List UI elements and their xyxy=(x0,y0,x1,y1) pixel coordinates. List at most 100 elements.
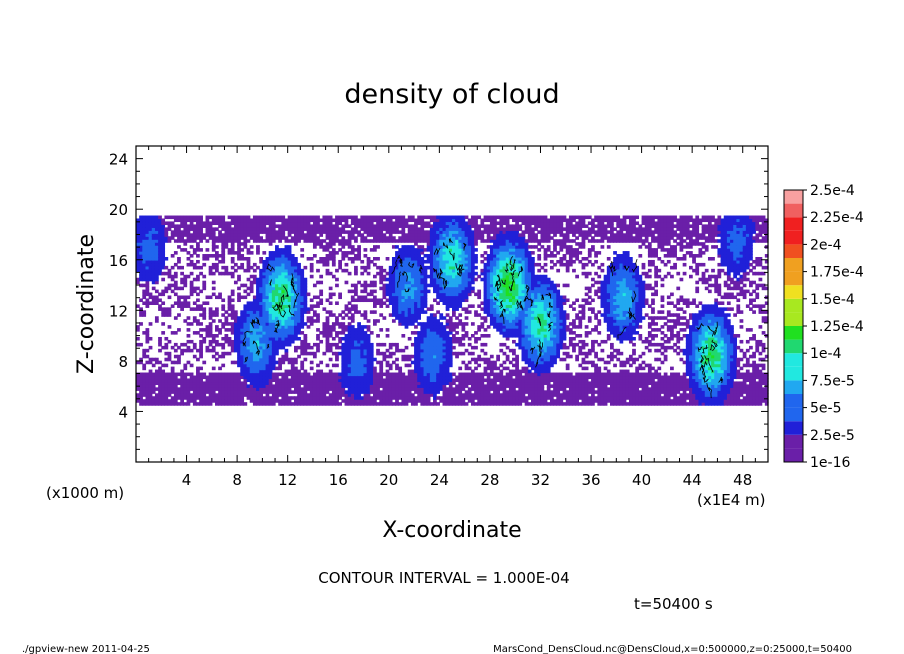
density-cell xyxy=(224,239,229,243)
density-cell xyxy=(271,259,276,264)
density-cell xyxy=(480,271,485,276)
density-cell xyxy=(439,218,444,223)
density-cell xyxy=(205,221,210,225)
density-cell xyxy=(180,375,184,380)
density-cell xyxy=(483,218,488,223)
density-cell xyxy=(256,230,260,234)
density-cell xyxy=(486,357,491,362)
density-cell xyxy=(354,257,358,261)
density-cell xyxy=(493,245,497,249)
density-cell xyxy=(477,378,482,383)
density-cell xyxy=(398,375,403,380)
density-cell xyxy=(290,360,295,365)
density-cell xyxy=(309,233,314,237)
density-cell xyxy=(489,396,494,400)
density-cell xyxy=(211,381,216,385)
density-cell xyxy=(287,283,292,288)
density-cell xyxy=(385,221,390,225)
density-cell xyxy=(474,259,478,264)
density-cell xyxy=(429,363,434,368)
density-cell xyxy=(167,239,172,243)
density-cell xyxy=(281,298,286,303)
density-cell xyxy=(480,301,485,305)
density-cell xyxy=(271,360,276,365)
density-cell xyxy=(414,251,418,255)
density-cell xyxy=(275,325,279,329)
density-cell xyxy=(230,233,235,237)
density-cell xyxy=(196,390,200,394)
density-cell xyxy=(281,328,286,332)
density-cell xyxy=(148,242,153,246)
density-cell xyxy=(278,248,282,252)
density-cell xyxy=(271,254,276,258)
density-cell xyxy=(170,390,175,394)
density-cell xyxy=(486,271,491,276)
density-cell xyxy=(426,307,431,311)
density-cell xyxy=(252,399,257,403)
density-cell xyxy=(483,360,488,365)
density-cell xyxy=(297,331,301,335)
density-cell xyxy=(354,248,358,252)
density-cell xyxy=(366,396,371,400)
density-cell xyxy=(170,366,175,371)
density-cell xyxy=(341,390,346,394)
density-cell xyxy=(350,348,355,353)
density-cell xyxy=(265,322,270,326)
density-cell xyxy=(325,233,330,237)
density-cell xyxy=(256,328,260,332)
density-cell xyxy=(442,375,447,380)
density-cell xyxy=(417,384,421,388)
density-cell xyxy=(493,366,497,371)
density-cell xyxy=(249,283,254,288)
density-cell xyxy=(215,313,219,317)
density-cell xyxy=(240,227,245,231)
density-cell xyxy=(139,396,143,400)
density-cell xyxy=(360,325,365,329)
density-cell xyxy=(357,378,361,383)
density-cell xyxy=(328,399,333,403)
density-cell xyxy=(142,402,147,406)
density-cell xyxy=(391,351,396,356)
density-cell xyxy=(496,289,500,294)
density-cell xyxy=(240,322,245,326)
density-cell xyxy=(322,334,327,338)
density-cell xyxy=(300,274,305,279)
density-cell xyxy=(338,387,342,391)
density-cell xyxy=(139,233,143,237)
density-cell xyxy=(177,372,181,377)
density-cell xyxy=(297,402,301,406)
density-cell xyxy=(464,286,469,291)
density-cell xyxy=(433,390,437,394)
density-cell xyxy=(256,295,260,300)
density-cell xyxy=(369,369,374,374)
density-cell xyxy=(205,230,210,234)
density-cell xyxy=(350,331,355,335)
density-cell xyxy=(452,378,456,383)
density-cell xyxy=(252,390,257,394)
density-cell xyxy=(398,274,403,279)
density-cell xyxy=(161,375,166,380)
density-cell xyxy=(237,254,241,258)
density-cell xyxy=(224,265,229,270)
density-cell xyxy=(249,396,254,400)
density-cell xyxy=(297,233,301,237)
density-cell xyxy=(145,221,150,225)
density-cell xyxy=(404,354,409,359)
density-cell xyxy=(407,399,412,403)
density-cell xyxy=(357,331,361,335)
density-cell xyxy=(237,393,241,397)
density-cell xyxy=(306,399,311,403)
density-cell xyxy=(452,277,456,282)
density-cell xyxy=(448,378,453,383)
density-cell xyxy=(439,399,444,403)
density-cell xyxy=(398,322,403,326)
density-cell xyxy=(271,336,276,341)
density-cell xyxy=(436,402,440,406)
density-cell xyxy=(233,384,238,388)
density-cell xyxy=(309,262,314,267)
density-cell xyxy=(357,345,361,350)
density-cell xyxy=(199,339,203,344)
density-cell xyxy=(237,277,241,282)
density-cell xyxy=(417,339,421,344)
density-cell xyxy=(240,360,245,365)
